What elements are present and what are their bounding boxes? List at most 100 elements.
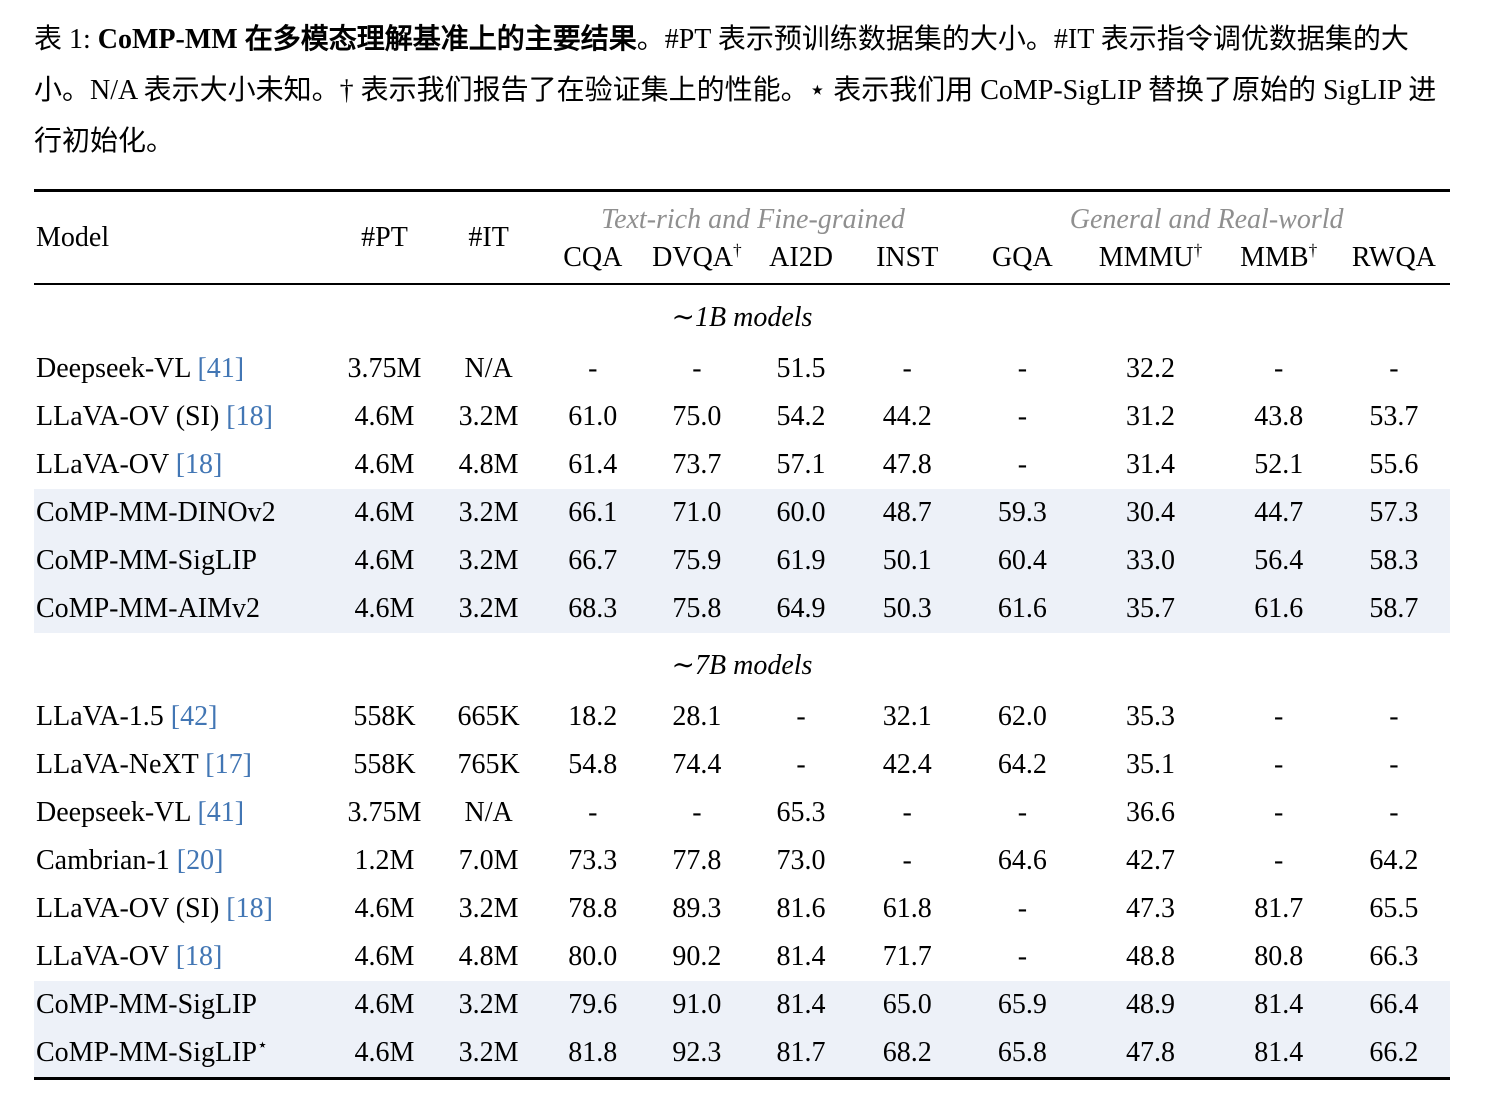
benchmark-label: CQA (563, 242, 623, 273)
paper-page: 表 1: CoMP-MM 在多模态理解基准上的主要结果。#PT 表示预训练数据集… (34, 24, 1450, 1080)
section-title: ∼1B models (671, 302, 813, 333)
value-cell: 57.3 (1337, 489, 1450, 537)
value-cell: - (902, 797, 912, 828)
pt-cell: 3.75M (347, 353, 422, 384)
value-cell: 66.4 (1337, 981, 1450, 1029)
caption-title: CoMP-MM 在多模态理解基准上的主要结果 (97, 24, 637, 55)
it-cell: N/A (464, 797, 513, 828)
citation-link[interactable]: [18] (226, 401, 273, 432)
value-cell: 66.3 (1369, 941, 1419, 972)
col-header-inst: INST (851, 236, 964, 285)
value-cell: 47.8 (1081, 1029, 1220, 1079)
value-cell: - (1017, 941, 1028, 972)
value-cell: 73.0 (776, 845, 826, 876)
value-cell: 33.0 (1081, 537, 1220, 585)
pt-cell: 4.6M (354, 893, 415, 924)
benchmark-label: AI2D (769, 242, 833, 273)
group-header-0: Text-rich and Fine-grained (601, 204, 905, 235)
model-cell: Deepseek-VL [41] (34, 789, 334, 837)
value-cell: 50.1 (851, 537, 964, 585)
value-cell: 65.8 (963, 1029, 1082, 1079)
citation-link[interactable]: [41] (197, 797, 245, 828)
it-cell: 3.2M (434, 1029, 543, 1079)
value-cell: 81.4 (1219, 1029, 1338, 1079)
citation-link[interactable]: [18] (175, 449, 223, 480)
value-cell: 61.4 (568, 449, 618, 480)
value-cell: - (1017, 797, 1028, 828)
value-cell: - (1017, 449, 1028, 480)
value-cell: - (1389, 797, 1399, 828)
citation-link[interactable]: [18] (226, 893, 273, 924)
it-cell: 3.2M (434, 585, 543, 633)
value-cell: 81.8 (542, 1029, 643, 1079)
value-cell: 35.7 (1081, 585, 1220, 633)
value-cell: 60.0 (750, 489, 852, 537)
group-header-1: General and Real-world (1069, 204, 1344, 235)
model-name: CoMP-MM-SigLIP (36, 989, 257, 1020)
value-cell: 61.0 (568, 401, 618, 432)
value-cell: - (692, 353, 702, 384)
it-cell: 4.8M (458, 449, 519, 480)
citation-link[interactable]: [18] (175, 941, 223, 972)
it-cell: 3.2M (434, 489, 543, 537)
value-cell: - (1274, 749, 1284, 780)
col-header-mmb: MMB† (1219, 236, 1338, 285)
value-cell: 31.2 (1126, 401, 1176, 432)
model-name: Deepseek-VL (36, 353, 191, 384)
model-name: LLaVA-OV (SI) (36, 401, 220, 432)
benchmark-label: MMMU (1098, 242, 1194, 273)
value-cell: 66.7 (542, 537, 643, 585)
value-cell: 47.8 (882, 449, 932, 480)
citation-link[interactable]: [17] (205, 749, 252, 780)
value-cell: 64.2 (997, 749, 1047, 780)
value-cell: 57.1 (776, 449, 826, 480)
table-row: LLaVA-OV [18] 4.6M 4.8M 61.4 73.7 57.1 47.8 - 31… (34, 441, 1450, 489)
table-row: CoMP-MM-AIMv2 4.6M 3.2M 68.3 75.8 64.9 50.3 61.… (34, 585, 1450, 633)
value-cell: - (796, 749, 806, 780)
value-cell: 68.2 (851, 1029, 964, 1079)
value-cell: 48.9 (1081, 981, 1220, 1029)
value-cell: - (902, 845, 912, 876)
value-cell: 68.3 (542, 585, 643, 633)
value-cell: 42.7 (1126, 845, 1176, 876)
model-cell: LLaVA-OV [18] (34, 441, 334, 489)
value-cell: 44.2 (882, 401, 932, 432)
value-cell: - (1389, 701, 1399, 732)
section-row: ∼7B models (34, 633, 1450, 693)
pt-cell: 4.6M (334, 1029, 435, 1079)
value-cell: 53.7 (1369, 401, 1419, 432)
model-cell: CoMP-MM-DINOv2 (34, 489, 335, 537)
model-name: Deepseek-VL (36, 797, 191, 828)
table-row: LLaVA-OV (SI) [18] 4.6M 3.2M 61.0 75.0 54.2 44… (34, 393, 1450, 441)
value-cell: 90.2 (672, 941, 722, 972)
model-name: LLaVA-1.5 (36, 701, 164, 732)
value-cell: 81.7 (750, 1029, 852, 1079)
model-cell: LLaVA-NeXT [17] (34, 741, 334, 789)
citation-link[interactable]: [42] (170, 701, 218, 732)
model-name: LLaVA-NeXT (36, 749, 199, 780)
value-cell: - (1017, 893, 1028, 924)
value-cell: 18.2 (568, 701, 618, 732)
value-cell: 60.4 (963, 537, 1082, 585)
value-cell: 61.6 (1219, 585, 1338, 633)
value-cell: 65.5 (1369, 893, 1419, 924)
citation-link[interactable]: [20] (176, 845, 224, 876)
results-table: Model #PT #IT Text-rich and Fine-grained Gen… (34, 189, 1450, 1080)
it-cell: N/A (464, 353, 513, 384)
header-row-benchmarks: CQA DVQA† AI2D INST GQA MMMU† MMB† RWQA (34, 236, 1450, 285)
dagger-mark: † (733, 240, 742, 260)
value-cell: 43.8 (1254, 401, 1304, 432)
it-cell: 665K (457, 701, 520, 732)
col-header-cqa: CQA (542, 236, 643, 285)
value-cell: 31.4 (1126, 449, 1176, 480)
value-cell: 80.0 (568, 941, 618, 972)
table-row: CoMP-MM-SigLIP 4.6M 3.2M 66.7 75.9 61.9 50.1 60… (34, 537, 1450, 585)
pt-cell: 4.6M (334, 585, 435, 633)
model-name: LLaVA-OV (36, 941, 169, 972)
citation-link[interactable]: [41] (197, 353, 245, 384)
benchmark-label: MMB (1240, 242, 1309, 273)
pt-cell: 4.6M (334, 489, 435, 537)
it-cell: 3.2M (434, 981, 543, 1029)
table-row: Deepseek-VL [41] 3.75M N/A - - 65.3 - - 36.6 - - (34, 789, 1450, 837)
value-cell: 64.9 (750, 585, 852, 633)
